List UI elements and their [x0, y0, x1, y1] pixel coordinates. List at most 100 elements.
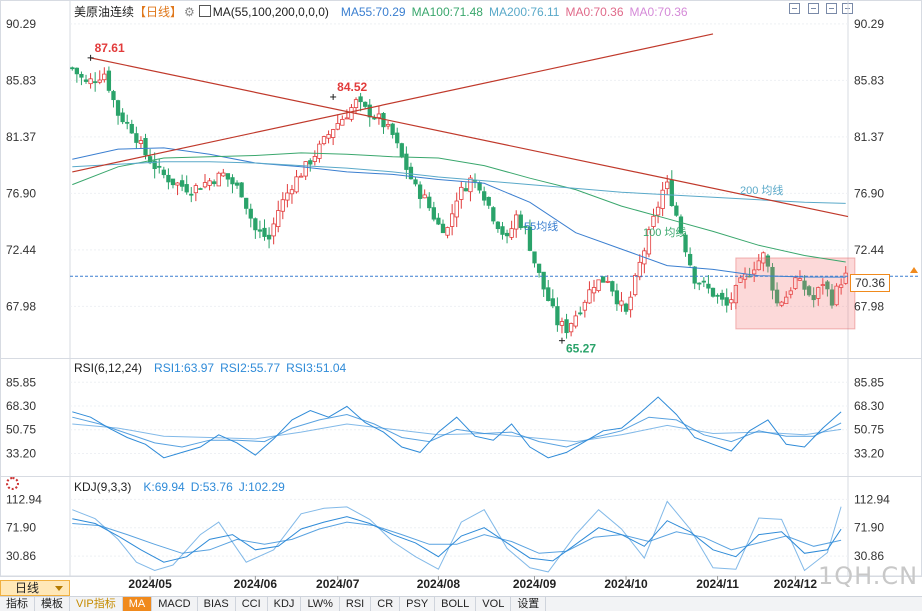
xtick-label-6: 2024/11 [696, 577, 739, 591]
indicator-icon[interactable] [198, 5, 211, 17]
toolbar-grid-icon[interactable] [808, 3, 819, 14]
kdj-value-1: D:53.76 [190, 480, 233, 494]
kdj-ytick-right-1: 71.90 [854, 521, 884, 535]
candle-body [678, 216, 684, 234]
candle-body [381, 113, 386, 128]
settings-gear-icon[interactable]: ⚙ [184, 5, 195, 19]
trendline-0 [72, 33, 714, 173]
candle-body [271, 223, 276, 237]
candle-body [646, 229, 652, 255]
candle-body [514, 214, 519, 230]
candle-body [138, 140, 144, 144]
indicator-toolbar: 指标 模板 VIP指标 MA MACD BIAS CCI KDJ LW% RSI CR PSY BOLL… [0, 596, 922, 611]
label-ma55: 55均线 [524, 219, 558, 233]
candle-body [546, 287, 551, 301]
rsi-value-0: RSI1:63.97 [154, 361, 215, 375]
candle-body [541, 271, 546, 290]
candle-body [244, 197, 249, 209]
candle-body [331, 129, 336, 138]
price-ytick-right-2: 81.37 [854, 130, 884, 144]
candle-body [774, 289, 780, 304]
candle-body [102, 73, 107, 81]
ma-label: MA(55,100,200,0,0,0) [212, 5, 329, 19]
candle-body [353, 99, 359, 109]
toolbar-add-icon[interactable] [789, 3, 800, 14]
highlight-box [735, 257, 856, 330]
xtick-label-7: 2024/12 [774, 577, 818, 591]
candle-body [248, 208, 253, 219]
toolbar-btn-7[interactable]: KDJ [268, 597, 302, 611]
toolbar-btn-4[interactable]: MACD [152, 597, 198, 611]
candle-body [445, 227, 450, 236]
candle-body [427, 196, 432, 209]
candle-body [628, 296, 633, 311]
candle-body [349, 107, 354, 120]
rsi-ytick-right-2: 50.75 [854, 423, 884, 437]
toolbar-btn-9[interactable]: RSI [340, 597, 372, 611]
candle-body [720, 292, 725, 300]
toolbar-btn-12[interactable]: BOLL [435, 597, 477, 611]
chart-canvas[interactable]: 87.61 84.52 65.27 55均线 100 均线 200 均线 90.29 90.… [0, 0, 922, 596]
candle-body [715, 294, 720, 297]
candle-body [88, 78, 93, 85]
candle-body [449, 213, 455, 227]
candle-body [669, 179, 674, 206]
toolbar-btn-2[interactable]: VIP指标 [70, 597, 123, 611]
candle-body [422, 194, 427, 199]
candle-body [125, 121, 130, 124]
candle-body [79, 73, 84, 78]
toolbar-btn-11[interactable]: PSY [400, 597, 436, 611]
toolbar-btn-0[interactable]: 指标 [0, 597, 35, 611]
candle-body [285, 192, 290, 201]
toolbar-btn-1[interactable]: 模板 [35, 597, 70, 611]
candle-body [660, 189, 665, 209]
toolbar-btn-13[interactable]: VOL [476, 597, 512, 611]
candle-body [308, 160, 313, 165]
label-low-65: 65.27 [566, 342, 596, 356]
candle-body [413, 179, 418, 185]
candle-body [692, 266, 697, 284]
ma-value-3: MA0:70.36 [565, 5, 624, 19]
price-ytick-right-0: 90.29 [854, 17, 884, 31]
candle-body [655, 206, 661, 216]
toolbar-btn-8[interactable]: LW% [301, 597, 340, 611]
candle-body [70, 67, 75, 70]
candle-body [198, 188, 203, 190]
candle-body [408, 166, 414, 180]
candle-body [436, 217, 441, 225]
candle-body [509, 228, 514, 238]
current-price-tag: 70.36 [850, 274, 891, 292]
toolbar-btn-6[interactable]: CCI [236, 597, 268, 611]
toolbar-btn-3[interactable]: MA [122, 597, 153, 611]
candle-body [376, 113, 382, 118]
candle-body [312, 156, 317, 162]
period-tag[interactable]: 【日线】 [134, 5, 183, 19]
candle-body [738, 277, 743, 283]
price-ytick-right-4: 72.44 [854, 243, 884, 257]
candle-body [687, 253, 693, 266]
period-dropdown[interactable]: 日线 [0, 580, 70, 596]
candle-body [816, 287, 821, 299]
toolbar-minimize-icon[interactable] [826, 3, 837, 14]
candle-body [161, 169, 166, 176]
candle-body [504, 232, 510, 237]
kdj-ytick-right-2: 30.86 [854, 549, 884, 563]
toolbar-btn-14[interactable]: 设置 [511, 597, 547, 611]
candle-body [459, 186, 464, 200]
kdj-ytick-left-2: 30.86 [6, 549, 36, 563]
kdj-values: K:69.94 D:53.76 J:102.29 [137, 480, 284, 494]
rsi-ytick-left-0: 85.85 [6, 375, 36, 389]
candle-body [385, 124, 391, 127]
candle-body [106, 70, 112, 91]
trendline-1 [90, 57, 849, 218]
candle-body [555, 306, 560, 326]
candle-body [587, 289, 592, 304]
candle-body [468, 177, 473, 193]
candle-body [152, 160, 157, 170]
toolbar-btn-10[interactable]: CR [371, 597, 401, 611]
panel-settings-icon[interactable] [6, 477, 19, 490]
label-ma200: 200 均线 [740, 183, 783, 197]
candle-body [221, 172, 226, 177]
candle-body [358, 96, 363, 103]
toolbar-btn-5[interactable]: BIAS [198, 597, 236, 611]
